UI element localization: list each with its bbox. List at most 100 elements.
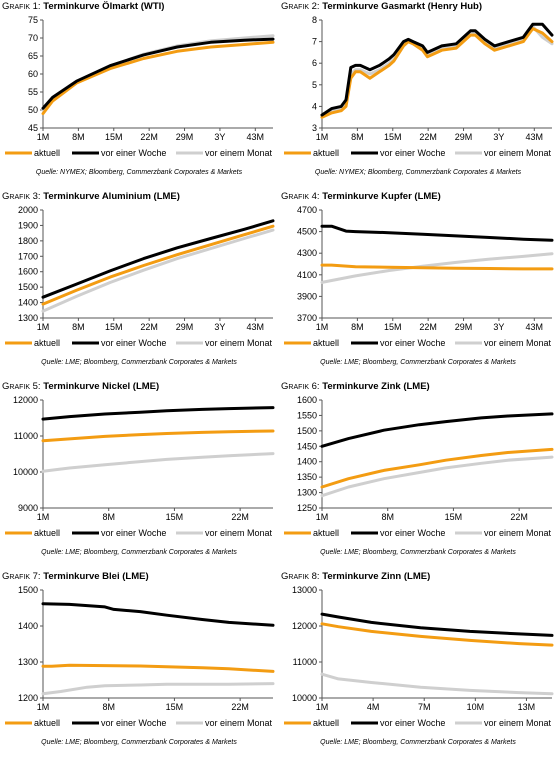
y-tick-label: 4100 bbox=[297, 270, 317, 280]
chart-panel: Grafik 8: Terminkurve Zinn (LME) 10000 11… bbox=[279, 570, 557, 760]
y-tick-label: 1500 bbox=[18, 585, 38, 595]
x-tick-label: 29M bbox=[455, 132, 473, 142]
x-tick-label: 1M bbox=[316, 322, 329, 332]
chart-title: Grafik 1: Terminkurve Ölmarkt (WTI) bbox=[2, 1, 165, 12]
x-tick-label: 29M bbox=[455, 322, 473, 332]
legend-label: vor einem Monat bbox=[484, 148, 552, 158]
chart-title: Grafik 2: Terminkurve Gasmarkt (Henry Hu… bbox=[281, 1, 483, 12]
legend-label: vor einem Monat bbox=[205, 148, 273, 158]
x-tick-label: 15M bbox=[445, 512, 463, 522]
series-line bbox=[320, 263, 554, 271]
x-tick-label: 22M bbox=[140, 132, 158, 142]
x-tick-label: 8M bbox=[351, 132, 364, 142]
y-tick-label: 4500 bbox=[297, 227, 317, 237]
legend-label: aktuell bbox=[313, 718, 339, 728]
legend-label: vor einem Monat bbox=[484, 338, 552, 348]
series-line bbox=[320, 412, 554, 448]
x-tick-label: 3Y bbox=[214, 132, 225, 142]
series-line bbox=[320, 672, 554, 696]
series-line bbox=[41, 602, 275, 627]
y-tick-label: 1600 bbox=[297, 395, 317, 405]
y-tick-label: 55 bbox=[28, 87, 38, 97]
y-tick-label: 60 bbox=[28, 69, 38, 79]
series-line bbox=[41, 219, 275, 299]
x-tick-label: 10M bbox=[467, 702, 485, 712]
legend-label: vor einem Monat bbox=[205, 718, 273, 728]
series-line bbox=[41, 429, 275, 443]
series-line bbox=[41, 452, 275, 473]
x-tick-label: 15M bbox=[384, 322, 402, 332]
chart-panel: Grafik 2: Terminkurve Gasmarkt (Henry Hu… bbox=[279, 0, 557, 190]
y-tick-label: 3900 bbox=[297, 291, 317, 301]
y-tick-label: 50 bbox=[28, 105, 38, 115]
x-tick-label: 8M bbox=[351, 322, 364, 332]
series-line bbox=[320, 252, 554, 284]
x-tick-label: 15M bbox=[105, 322, 123, 332]
x-tick-label: 8M bbox=[381, 512, 394, 522]
chart-title: Grafik 4: Terminkurve Kupfer (LME) bbox=[281, 191, 441, 202]
chart-panel: Grafik 1: Terminkurve Ölmarkt (WTI) 45 50… bbox=[0, 0, 278, 190]
chart-title: Grafik 8: Terminkurve Zinn (LME) bbox=[281, 571, 431, 582]
legend-label: aktuell bbox=[34, 148, 60, 158]
y-tick-label: 4300 bbox=[297, 248, 317, 258]
y-tick-label: 1500 bbox=[18, 282, 38, 292]
x-tick-label: 15M bbox=[384, 132, 402, 142]
x-tick-label: 1M bbox=[37, 322, 50, 332]
series-line bbox=[320, 447, 554, 489]
series-line bbox=[41, 34, 275, 112]
chart-source: Quelle: LME; Bloomberg, Commerzbank Corp… bbox=[41, 739, 237, 746]
chart-svg: 1200 1300 1400 1500 1M 8M 15M 22M aktuell vor ein… bbox=[5, 585, 275, 728]
legend-label: vor einem Monat bbox=[205, 338, 273, 348]
series-line bbox=[41, 406, 275, 421]
y-tick-label: 1450 bbox=[297, 441, 317, 451]
y-tick-label: 4 bbox=[312, 101, 317, 111]
chart-svg: 9000 10000 11000 12000 1M 8M 15M 22M aktuell vor … bbox=[5, 395, 275, 538]
chart-panel: Grafik 5: Terminkurve Nickel (LME) 9000 1… bbox=[0, 380, 278, 570]
x-tick-label: 13M bbox=[518, 702, 536, 712]
y-tick-label: 10000 bbox=[292, 693, 317, 703]
y-tick-label: 1550 bbox=[297, 410, 317, 420]
chart-title: Grafik 5: Terminkurve Nickel (LME) bbox=[2, 381, 160, 392]
y-tick-label: 12000 bbox=[13, 395, 38, 405]
legend-label: aktuell bbox=[34, 528, 60, 538]
y-tick-label: 13000 bbox=[292, 585, 317, 595]
y-tick-label: 1600 bbox=[18, 267, 38, 277]
series-line bbox=[41, 40, 275, 116]
x-tick-label: 8M bbox=[72, 132, 85, 142]
x-tick-label: 3Y bbox=[493, 322, 504, 332]
x-tick-label: 43M bbox=[526, 322, 544, 332]
x-tick-label: 4M bbox=[367, 702, 380, 712]
y-tick-label: 4700 bbox=[297, 205, 317, 215]
x-tick-label: 1M bbox=[316, 702, 329, 712]
y-tick-label: 1700 bbox=[18, 251, 38, 261]
x-tick-label: 43M bbox=[526, 132, 544, 142]
x-tick-label: 1M bbox=[37, 512, 50, 522]
y-tick-label: 12000 bbox=[292, 621, 317, 631]
series-line bbox=[41, 228, 275, 313]
x-tick-label: 3Y bbox=[493, 132, 504, 142]
y-tick-label: 1350 bbox=[297, 472, 317, 482]
series-line bbox=[41, 663, 275, 673]
y-tick-label: 1300 bbox=[297, 488, 317, 498]
x-tick-label: 22M bbox=[140, 322, 158, 332]
chart-panel: Grafik 7: Terminkurve Blei (LME) 1200 130… bbox=[0, 570, 278, 760]
legend-label: aktuell bbox=[313, 528, 339, 538]
legend-label: aktuell bbox=[34, 718, 60, 728]
x-tick-label: 43M bbox=[247, 132, 265, 142]
legend-label: vor einer Woche bbox=[101, 338, 166, 348]
y-tick-label: 9000 bbox=[18, 503, 38, 513]
x-tick-label: 15M bbox=[105, 132, 123, 142]
chart-title: Grafik 3: Terminkurve Aluminium (LME) bbox=[2, 191, 180, 202]
y-tick-label: 1900 bbox=[18, 220, 38, 230]
y-tick-label: 10000 bbox=[13, 467, 38, 477]
y-tick-label: 3 bbox=[312, 123, 317, 133]
x-tick-label: 8M bbox=[102, 702, 115, 712]
y-tick-label: 6 bbox=[312, 58, 317, 68]
x-tick-label: 8M bbox=[102, 512, 115, 522]
x-tick-label: 3Y bbox=[214, 322, 225, 332]
chart-source: Quelle: LME; Bloomberg, Commerzbank Corp… bbox=[320, 549, 516, 556]
legend-label: vor einem Monat bbox=[205, 528, 273, 538]
y-tick-label: 3700 bbox=[297, 313, 317, 323]
series-line bbox=[41, 682, 275, 696]
chart-panel: Grafik 6: Terminkurve Zink (LME) 1250 130… bbox=[279, 380, 557, 570]
